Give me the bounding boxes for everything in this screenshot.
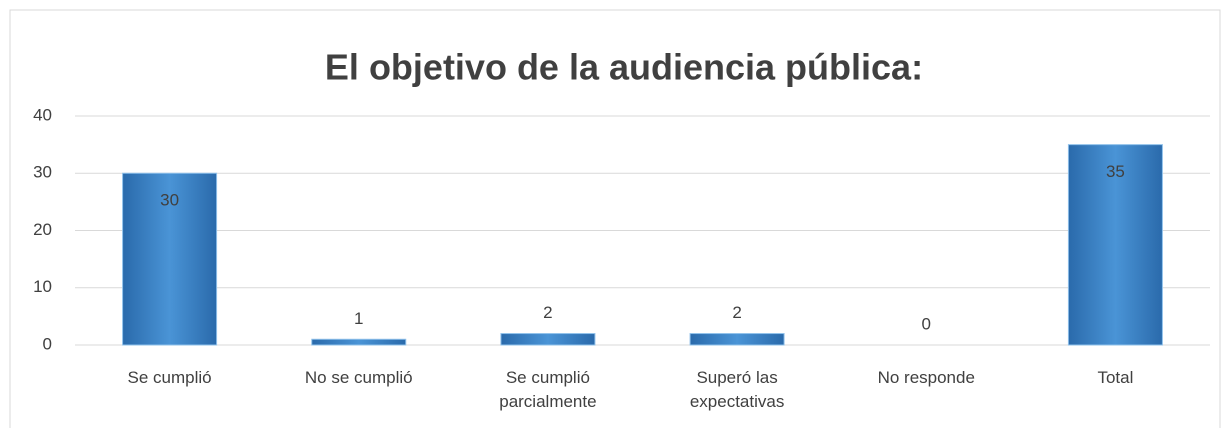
- data-label: 2: [543, 303, 552, 322]
- x-tick-label: Superó las expectativas: [689, 368, 785, 411]
- chart-border: [9, 9, 1221, 428]
- y-tick-label: 20: [33, 220, 52, 239]
- y-tick-label: 40: [33, 105, 52, 124]
- bar: [689, 333, 785, 346]
- bar: [311, 338, 407, 346]
- x-tick-label: No se cumplió: [304, 368, 413, 387]
- bar: [500, 333, 596, 346]
- data-label: 35: [1106, 162, 1125, 181]
- bar: [122, 172, 218, 346]
- data-label: 1: [354, 309, 363, 328]
- y-tick-label: 30: [33, 163, 52, 182]
- x-tick-label: No responde: [877, 368, 975, 387]
- y-tick-label: 0: [43, 334, 52, 353]
- data-label: 30: [160, 191, 179, 210]
- bar: [1067, 144, 1163, 346]
- x-tick-label: Se cumplió parcialmente: [499, 368, 597, 411]
- x-tick-label: Se cumplió: [127, 368, 212, 387]
- chart-title: El objetivo de la audiencia pública:: [325, 47, 923, 88]
- x-tick-label: Total: [1097, 368, 1134, 387]
- data-label: 0: [922, 314, 931, 333]
- data-label: 2: [732, 303, 741, 322]
- y-tick-label: 10: [33, 277, 52, 296]
